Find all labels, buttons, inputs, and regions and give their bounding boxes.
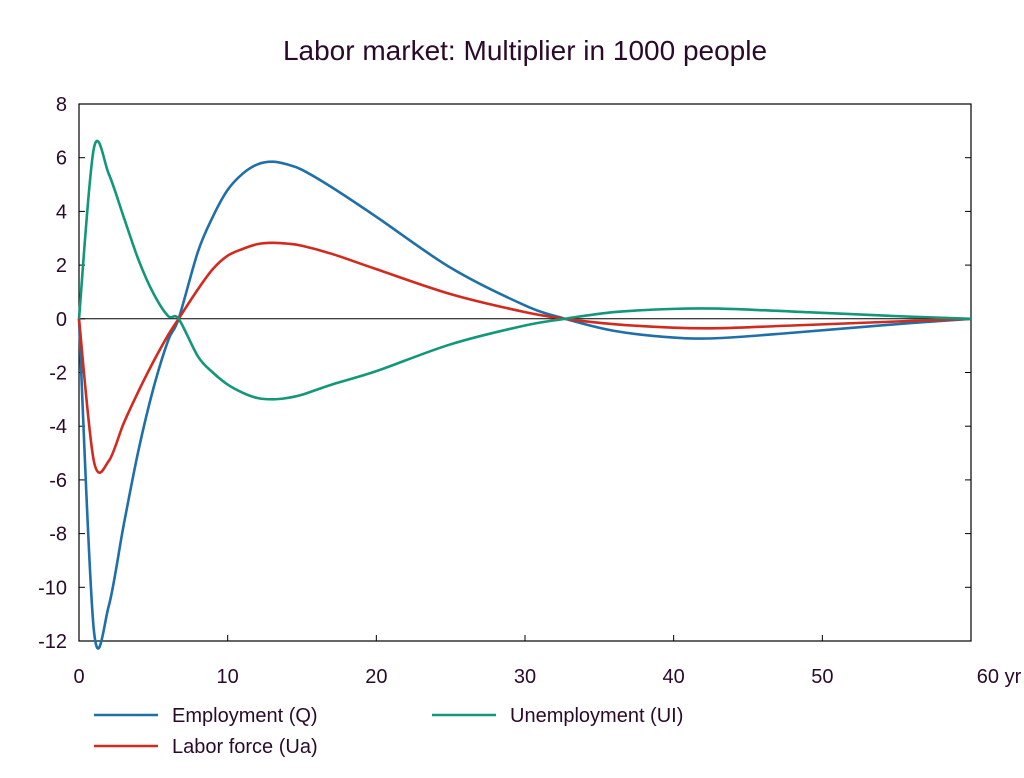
- x-tick-label: 60 yr: [977, 666, 1022, 688]
- x-tick-label: 0: [73, 666, 84, 688]
- y-tick-label: 4: [56, 201, 67, 223]
- x-tick-label: 40: [663, 666, 685, 688]
- y-tick-label: -4: [49, 416, 67, 438]
- legend-label-unemployment-ui: Unemployment (UI): [510, 705, 683, 727]
- legend-label-employment-q: Employment (Q): [172, 705, 318, 727]
- y-tick-label: 2: [56, 255, 67, 277]
- series-line-labor-force-ua: [77, 241, 972, 474]
- chart-title: Labor market: Multiplier in 1000 people: [283, 35, 767, 66]
- y-tick-label: -8: [49, 524, 67, 546]
- y-tick-label: 0: [56, 309, 67, 331]
- x-tick-label: 30: [514, 666, 536, 688]
- legend: Employment (Q) Unemployment (UI) Labor for…: [94, 705, 683, 758]
- series-line-unemployment-ui: [77, 139, 972, 401]
- y-tick-label: -6: [49, 470, 67, 492]
- y-tick-label: -2: [49, 363, 67, 385]
- y-tick-label: -12: [38, 631, 67, 653]
- x-tick-label: 50: [811, 666, 833, 688]
- x-tick-label: 20: [365, 666, 387, 688]
- series-line-employment-q: [77, 160, 972, 650]
- y-tick-label: 8: [56, 94, 67, 116]
- y-tick-label: -10: [38, 577, 67, 599]
- y-tick-label: 6: [56, 148, 67, 170]
- x-tick-label: 10: [217, 666, 239, 688]
- legend-label-labor-force-ua: Labor force (Ua): [172, 736, 318, 758]
